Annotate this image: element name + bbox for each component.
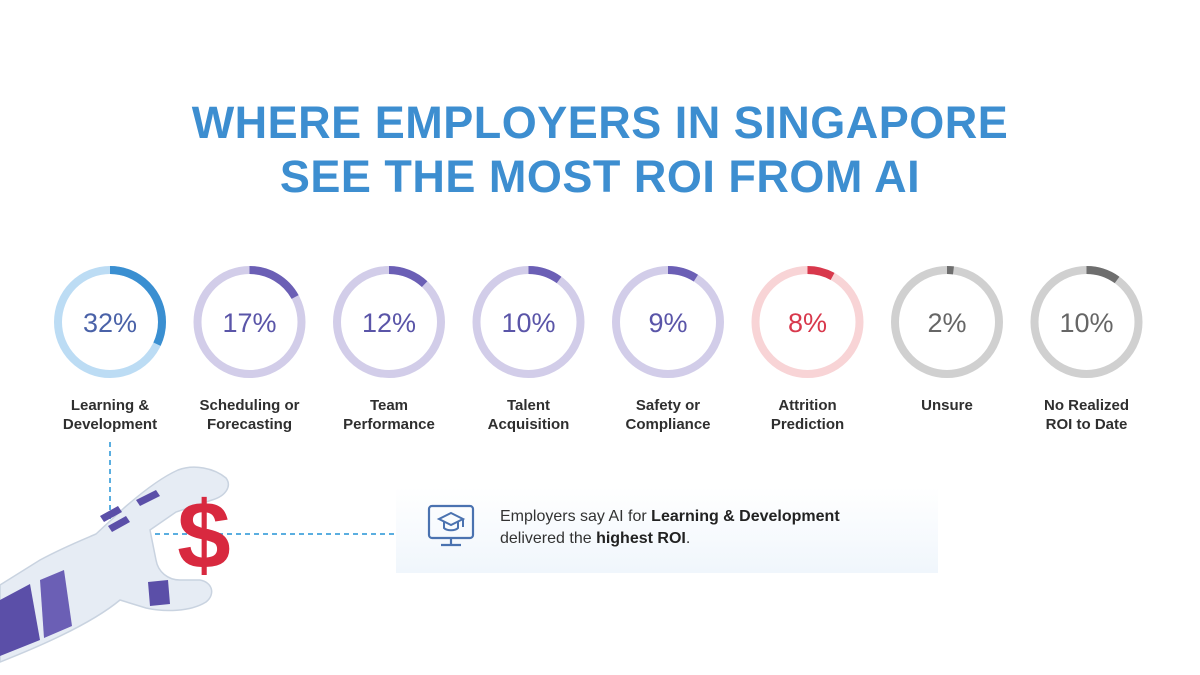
callout-text-emphasis-2: highest ROI xyxy=(596,530,686,547)
category-label-6: Attrition Prediction xyxy=(738,396,878,434)
monitor-graduation-cap-icon xyxy=(427,504,475,547)
donut-percent-label: 12% xyxy=(362,308,416,338)
category-label-8: No Realized ROI to Date xyxy=(1017,396,1157,434)
page-title: WHERE EMPLOYERS IN SINGAPORE SEE THE MOS… xyxy=(0,96,1200,204)
donut-value-arc xyxy=(54,266,166,378)
callout-text: Employers say AI for Learning & Developm… xyxy=(500,506,920,550)
category-label-4: Talent Acquisition xyxy=(459,396,599,434)
robot-hand-holding-dollar-icon: $ xyxy=(0,442,396,663)
category-label-2: Scheduling or Forecasting xyxy=(180,396,320,434)
donut-percent-label: 2% xyxy=(927,308,966,338)
category-label-5: Safety or Compliance xyxy=(598,396,738,434)
category-label-line: Compliance xyxy=(625,416,711,433)
robot-hand xyxy=(0,466,230,663)
donut-ring-5: 9% xyxy=(612,266,724,378)
category-label-line: Development xyxy=(62,416,158,433)
category-label-line: Acquisition xyxy=(487,416,570,433)
donut-ring-7: 2% xyxy=(891,266,1003,378)
roi-donut-chart: 32% 17% 12% 10% 9% 8% 2% 10% xyxy=(54,266,1143,378)
donut-percent-label: 10% xyxy=(501,308,555,338)
donut-percent-label: 10% xyxy=(1059,308,1113,338)
category-label-line: Prediction xyxy=(770,416,845,433)
donut-percent-label: 17% xyxy=(222,308,276,338)
callout-text-part1: Employers say AI for xyxy=(500,508,652,525)
category-label-line: Unsure xyxy=(921,397,973,414)
donut-percent-label: 9% xyxy=(648,308,687,338)
category-label-line: Learning & xyxy=(70,397,150,414)
title-line-1: WHERE EMPLOYERS IN SINGAPORE xyxy=(191,97,1009,148)
callout-text-part2: delivered the xyxy=(500,530,597,547)
callout-text-emphasis-1: Learning & Development xyxy=(651,508,840,525)
category-label-line: ROI to Date xyxy=(1045,416,1128,433)
category-label-1: Learning & Development xyxy=(40,396,180,434)
donut-percent-label: 32% xyxy=(83,308,137,338)
callout-box: Employers say AI for Learning & Developm… xyxy=(396,487,938,573)
category-label-line: Forecasting xyxy=(206,416,293,433)
donut-percent-label: 8% xyxy=(788,308,827,338)
donut-ring-3: 12% xyxy=(333,266,445,378)
category-label-line: Team xyxy=(369,397,409,414)
donut-ring-1: 32% xyxy=(54,266,166,378)
donut-value-arc xyxy=(472,266,585,378)
dollar-sign: $ xyxy=(177,482,230,589)
donut-value-arc xyxy=(333,266,445,378)
category-label-line: Scheduling or xyxy=(199,397,300,414)
category-label-3: Team Performance xyxy=(319,396,459,434)
category-label-line: No Realized xyxy=(1043,397,1130,414)
title-line-2: SEE THE MOST ROI FROM AI xyxy=(279,151,921,202)
donut-value-arc xyxy=(891,266,1003,378)
donut-value-arc xyxy=(193,266,306,378)
category-label-line: Performance xyxy=(343,416,435,433)
category-label-line: Talent xyxy=(506,397,551,414)
category-label-line: Attrition xyxy=(778,397,837,414)
donut-value-arc xyxy=(751,266,864,378)
category-label-7: Unsure xyxy=(877,396,1017,415)
category-label-line: Safety or xyxy=(635,397,701,414)
donut-value-arc xyxy=(612,266,724,378)
donut-ring-6: 8% xyxy=(751,266,864,378)
donut-value-arc xyxy=(1030,266,1143,378)
donut-ring-4: 10% xyxy=(472,266,585,378)
donut-ring-2: 17% xyxy=(193,266,306,378)
callout-text-part3: . xyxy=(685,530,691,547)
donut-ring-8: 10% xyxy=(1030,266,1143,378)
